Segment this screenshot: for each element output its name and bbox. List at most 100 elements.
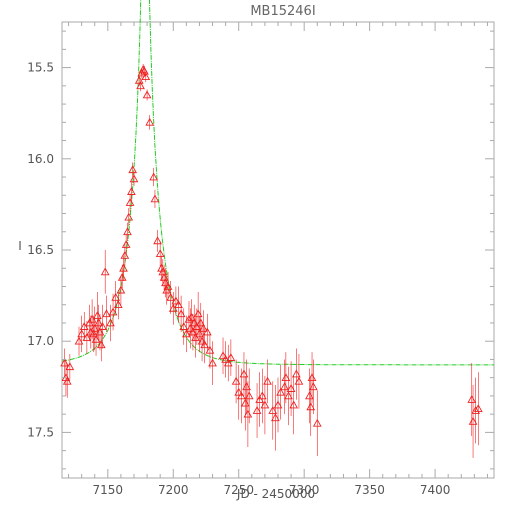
data-point	[236, 391, 246, 400]
data-point	[100, 267, 110, 276]
data-point	[150, 194, 160, 203]
y-tick-label: 16.0	[27, 152, 54, 166]
data-point	[197, 336, 207, 345]
data-point	[142, 90, 152, 99]
data-point	[243, 409, 253, 418]
data-point	[174, 300, 183, 309]
x-axis-label: JD - 2450000	[236, 487, 315, 501]
data-point	[125, 198, 135, 206]
data-point	[223, 358, 233, 367]
data-point	[117, 272, 127, 281]
data-point	[244, 391, 254, 400]
data-point	[202, 327, 212, 336]
data-point	[312, 418, 322, 427]
data-point	[124, 212, 134, 221]
data-point	[145, 117, 155, 126]
data-point	[159, 272, 169, 281]
data-point	[120, 250, 130, 259]
data-point	[141, 72, 151, 81]
data-point	[171, 296, 181, 305]
data-point	[121, 240, 131, 248]
data-point	[136, 81, 145, 90]
axis-ticks: 7150 7200 7250 7300 7350 7400 15.5 16.0 16.5 17.0…	[27, 22, 494, 497]
x-tick-label: 7350	[354, 483, 385, 497]
data-point	[119, 263, 128, 272]
data-point	[90, 323, 100, 332]
data-point	[187, 312, 196, 321]
data-point	[149, 172, 159, 181]
data-point	[284, 391, 293, 400]
chart-title: MB15246I	[250, 4, 315, 19]
data-point	[273, 400, 283, 409]
data-point	[77, 329, 87, 338]
data-point	[140, 66, 149, 75]
data-point	[179, 322, 189, 330]
data-point	[155, 249, 165, 257]
data-point	[108, 307, 118, 316]
data-point	[281, 373, 291, 382]
data-point	[208, 358, 217, 367]
data-point	[158, 267, 168, 276]
data-point	[74, 336, 84, 345]
data-point	[89, 329, 98, 338]
x-tick-label: 7150	[93, 483, 124, 497]
data-point	[163, 281, 173, 290]
data-point	[181, 329, 191, 338]
data-point	[95, 327, 105, 336]
data-point	[268, 405, 278, 414]
data-point	[257, 391, 267, 400]
data-point	[199, 323, 208, 332]
y-tick-label: 15.5	[27, 61, 54, 75]
data-point	[239, 369, 249, 378]
data-point	[127, 187, 136, 195]
data-point	[116, 285, 126, 294]
y-tick-label: 16.5	[27, 243, 54, 257]
data-point	[161, 278, 170, 287]
data-point	[134, 75, 144, 84]
data-point	[92, 311, 102, 319]
data-point	[106, 318, 115, 327]
data-point	[260, 400, 270, 409]
data-point	[271, 413, 280, 422]
data-point	[221, 354, 231, 363]
data-point	[184, 314, 194, 323]
data-point	[102, 309, 111, 318]
data-point	[294, 376, 304, 385]
data-point	[467, 395, 477, 403]
data-point	[60, 358, 69, 367]
data-point	[65, 362, 75, 371]
data-point	[276, 387, 285, 396]
x-tick-label: 7300	[289, 483, 320, 497]
x-tick-label: 7250	[223, 483, 254, 497]
data-points-group	[60, 63, 483, 458]
y-axis-label: I	[18, 239, 22, 253]
data-point	[82, 333, 92, 341]
data-point	[226, 353, 236, 361]
data-point	[280, 382, 289, 391]
x-tick-label: 7200	[158, 483, 189, 497]
data-point	[306, 402, 316, 411]
data-point	[231, 376, 241, 385]
data-point	[471, 405, 481, 414]
data-point	[289, 400, 299, 409]
data-point	[189, 318, 199, 327]
data-point	[123, 227, 132, 236]
data-point	[111, 292, 121, 301]
data-point	[91, 334, 101, 343]
data-point	[305, 391, 314, 400]
model-curve	[61, 0, 494, 366]
data-point	[153, 236, 162, 245]
data-point	[195, 329, 204, 338]
data-point	[263, 376, 272, 385]
data-point	[234, 387, 244, 396]
data-point	[252, 405, 262, 414]
data-point	[96, 340, 106, 349]
data-point	[242, 382, 251, 391]
data-point	[94, 318, 104, 327]
data-point	[468, 416, 478, 425]
data-point	[193, 309, 203, 318]
data-point	[176, 309, 186, 318]
data-point	[240, 398, 250, 407]
data-point	[308, 382, 318, 391]
